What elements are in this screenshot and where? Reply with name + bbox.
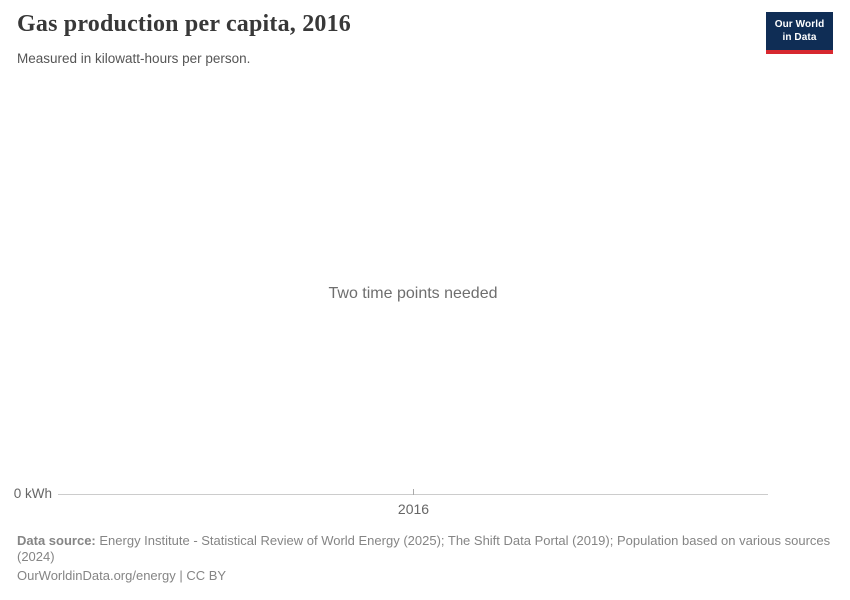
chart-subtitle: Measured in kilowatt-hours per person. (17, 51, 251, 66)
owid-logo-line2: in Data (782, 32, 817, 43)
data-source-text: Energy Institute - Statistical Review of… (17, 533, 831, 564)
x-axis-tick-mark (413, 489, 414, 495)
owid-logo[interactable]: Our World in Data (766, 12, 833, 54)
x-axis-tick-label: 2016 (397, 501, 430, 517)
empty-chart-message: Two time points needed (328, 285, 498, 302)
data-source-label: Data source: (17, 533, 96, 548)
chart-title: Gas production per capita, 2016 (17, 11, 352, 37)
data-source-line: Data source: Energy Institute - Statisti… (17, 533, 839, 564)
y-axis-zero-label: 0 kWh (13, 486, 52, 501)
attribution-line: OurWorldinData.org/energy | CC BY (17, 568, 227, 583)
owid-logo-line1: Our World (774, 19, 825, 30)
